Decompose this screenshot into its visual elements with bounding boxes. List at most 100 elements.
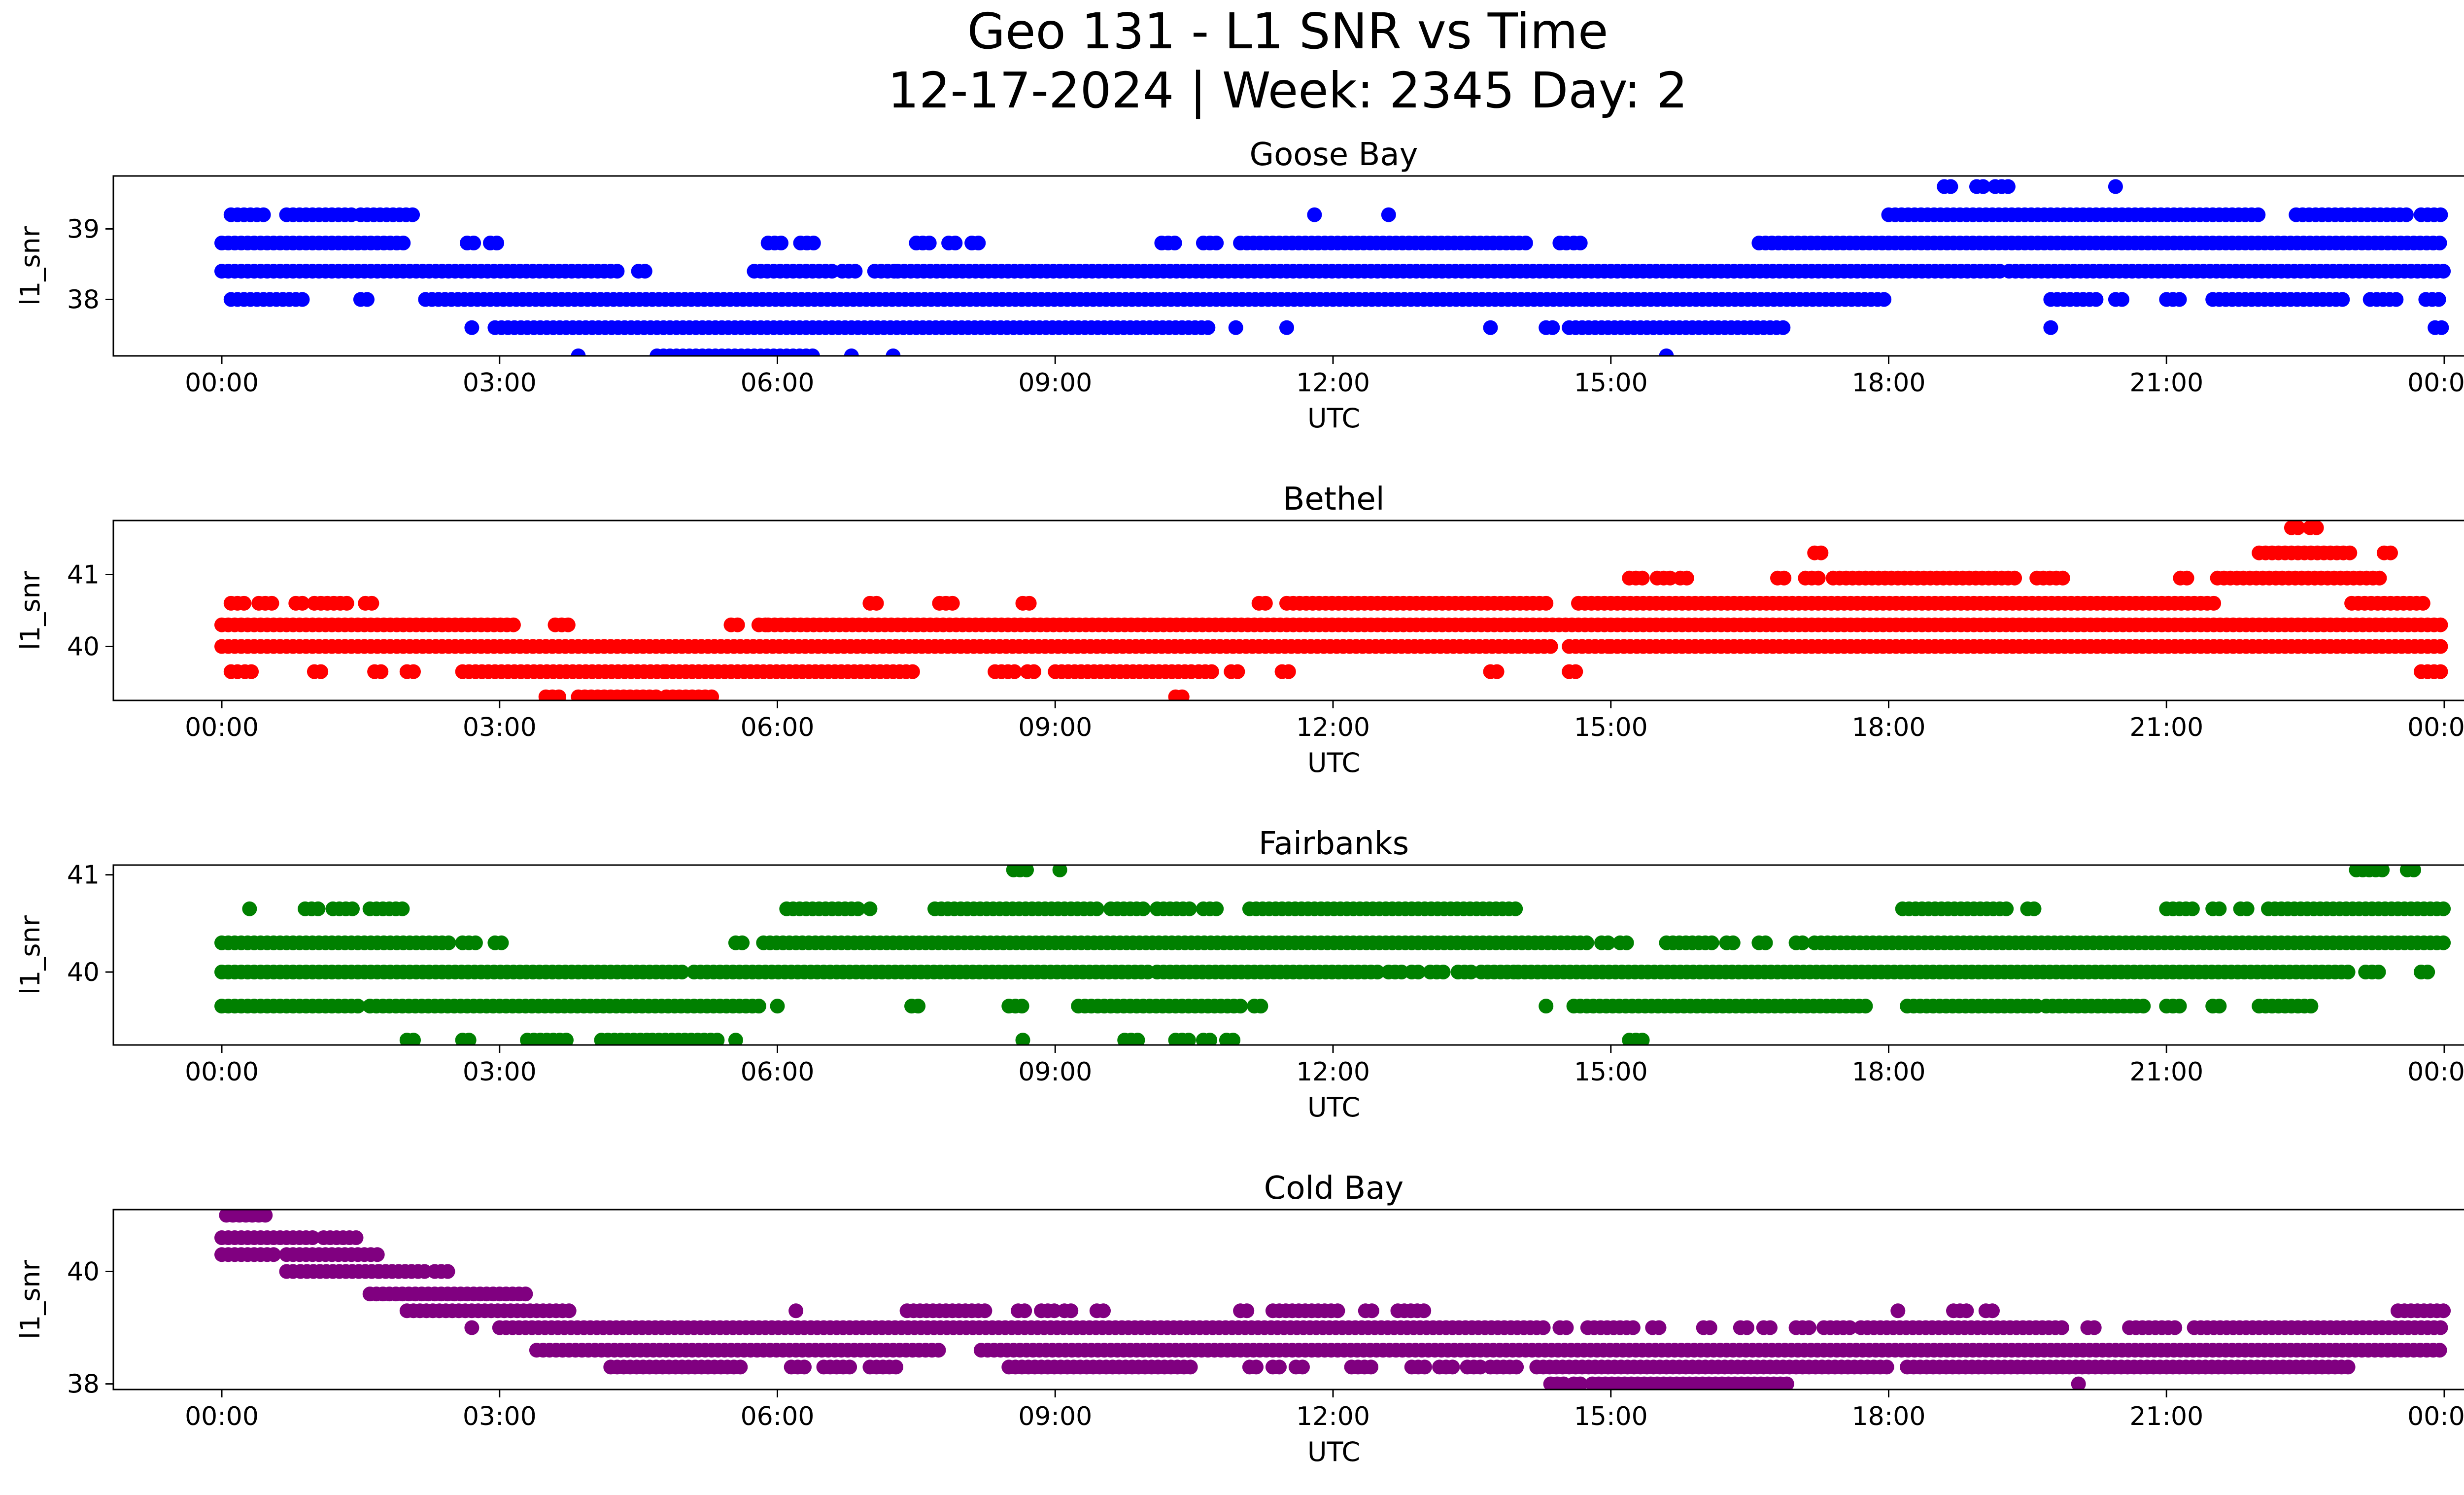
data-point (1539, 595, 1554, 611)
data-point (2000, 179, 2016, 194)
data-point (2291, 521, 2306, 535)
x-tick-label: 21:00 (2129, 368, 2203, 398)
data-point (911, 999, 926, 1014)
data-point (1702, 1320, 1717, 1335)
data-point (339, 595, 354, 611)
bethel-y-axis-label: l1_snr (15, 570, 46, 650)
data-point (1811, 570, 1826, 586)
data-point (922, 236, 937, 250)
bethel-title: Bethel (1283, 481, 1384, 518)
x-tick-label: 06:00 (741, 1057, 815, 1087)
data-point (2026, 901, 2042, 916)
data-point (1704, 935, 1719, 950)
data-point (1635, 570, 1650, 586)
data-point (2433, 664, 2448, 679)
data-point (1483, 320, 1498, 335)
data-point (1364, 1303, 1379, 1319)
data-point (468, 935, 483, 950)
data-point (2087, 1320, 2102, 1335)
data-point (1573, 1376, 1588, 1390)
data-point (1047, 1303, 1062, 1319)
data-point (2420, 965, 2435, 979)
data-point (242, 901, 257, 916)
data-point (1568, 664, 1583, 679)
data-point (2433, 207, 2448, 222)
data-point (1890, 1303, 1906, 1319)
data-point (406, 1033, 421, 1045)
data-point (1663, 570, 1677, 586)
y-tick-label: 41 (67, 560, 100, 590)
fairbanks-points (214, 865, 2451, 1045)
data-point (506, 617, 521, 632)
data-point (561, 1303, 577, 1319)
data-point (1539, 999, 1554, 1014)
data-point (237, 595, 252, 611)
data-point (710, 1033, 725, 1045)
data-point (1209, 901, 1224, 916)
data-point (1089, 901, 1104, 916)
data-point (1625, 1320, 1641, 1335)
data-point (1022, 595, 1037, 611)
data-point (2172, 292, 2187, 307)
data-point (1209, 236, 1224, 250)
data-point (848, 264, 863, 279)
data-point (464, 320, 479, 335)
y-tick-label: 38 (67, 1370, 100, 1399)
data-point (2179, 570, 2194, 586)
cold-bay-title: Cold Bay (1264, 1170, 1404, 1207)
x-tick-label: 21:00 (2129, 1402, 2203, 1431)
cold-bay-y-axis-label: l1_snr (15, 1259, 46, 1339)
x-tick-label: 18:00 (1852, 368, 1926, 398)
x-tick-label: 00:00 (185, 1402, 259, 1431)
x-tick-label: 21:00 (2129, 713, 2203, 742)
data-point (824, 264, 840, 279)
data-point (1536, 1320, 1551, 1335)
data-point (244, 664, 259, 679)
data-point (2436, 1303, 2451, 1319)
data-point (350, 999, 366, 1014)
data-point (889, 1359, 903, 1375)
data-point (264, 595, 279, 611)
data-point (1619, 935, 1634, 950)
data-point (637, 264, 652, 279)
data-point (2309, 521, 2324, 535)
data-point (1842, 1320, 1857, 1335)
data-point (2054, 1320, 2069, 1335)
data-point (461, 1033, 477, 1045)
data-point (1410, 965, 1426, 979)
data-point (945, 595, 960, 611)
data-point (1226, 1033, 1241, 1045)
data-point (464, 1320, 479, 1335)
data-point (1295, 1359, 1310, 1375)
data-point (1167, 236, 1182, 250)
data-point (674, 965, 689, 979)
data-point (2239, 901, 2255, 916)
data-point (1999, 901, 2014, 916)
data-point (1096, 1303, 1111, 1319)
data-point (2375, 865, 2390, 877)
data-point (1651, 1320, 1667, 1335)
panel-goose-bay: Goose Bay 00:00 03:00 06:00 09:00 12:00 15:00 1… (15, 137, 2464, 434)
data-point (1801, 1320, 1816, 1335)
x-tick-label: 15:00 (1574, 1402, 1648, 1431)
x-tick-label: 15:00 (1574, 1057, 1648, 1087)
fairbanks-axes-frame (112, 864, 2464, 1046)
y-tick-label: 39 (67, 214, 100, 244)
data-point (2212, 999, 2227, 1014)
data-point (2251, 207, 2266, 222)
data-point (971, 236, 986, 250)
data-point (735, 935, 750, 950)
data-point (1877, 292, 1892, 307)
data-point (1725, 935, 1741, 950)
x-tick-label: 00:00 (185, 713, 259, 742)
figure-title-line1: Geo 131 - L1 SNR vs Time (967, 2, 1608, 60)
y-tick-label: 40 (67, 632, 100, 662)
data-point (2303, 999, 2319, 1014)
x-tick-label: 09:00 (1018, 713, 1092, 742)
data-point (2136, 999, 2151, 1014)
data-point (559, 1033, 574, 1045)
x-tick-label: 00:00 (2407, 713, 2464, 742)
data-point (1509, 1359, 1524, 1375)
data-point (256, 207, 271, 222)
data-point (704, 689, 719, 700)
